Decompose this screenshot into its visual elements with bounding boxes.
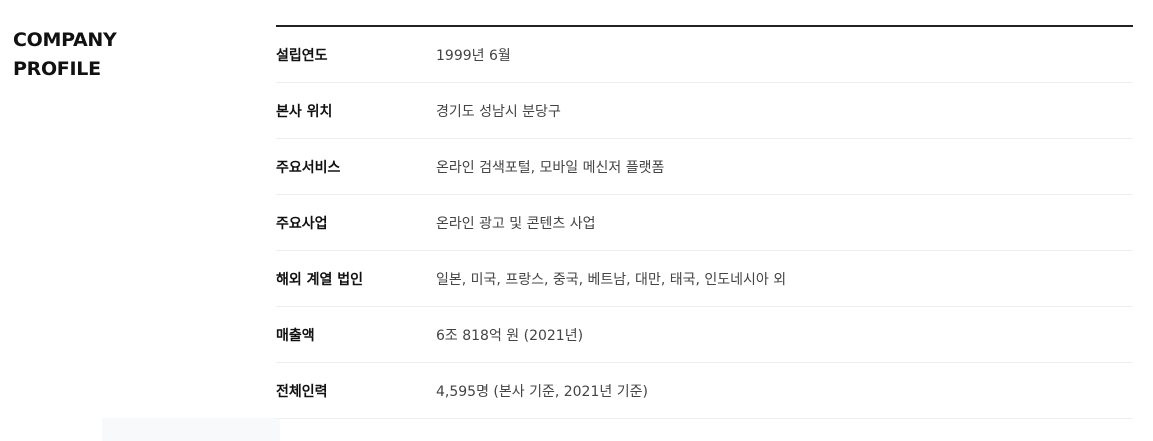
row-label: 주요사업 xyxy=(276,215,328,232)
row-value: 경기도 성남시 분당구 xyxy=(436,103,561,120)
row-value: 온라인 검색포털, 모바일 메신저 플랫폼 xyxy=(436,159,665,176)
profile-row-founded: 설립연도 1999년 6월 xyxy=(276,27,1133,83)
row-value: 4,595명 (본사 기준, 2021년 기준) xyxy=(436,383,648,400)
profile-row-revenue: 매출액 6조 818억 원 (2021년) xyxy=(276,307,1133,363)
section-title-line-1: COMPANY xyxy=(13,29,117,51)
section-title-line-2: PROFILE xyxy=(13,58,101,80)
row-label: 해외 계열 법인 xyxy=(276,271,364,288)
row-value: 온라인 광고 및 콘텐츠 사업 xyxy=(436,215,596,232)
profile-row-services: 주요서비스 온라인 검색포털, 모바일 메신저 플랫폼 xyxy=(276,139,1133,195)
profile-row-business: 주요사업 온라인 광고 및 콘텐츠 사업 xyxy=(276,195,1133,251)
company-profile-table: 설립연도 1999년 6월 본사 위치 경기도 성남시 분당구 주요서비스 온라… xyxy=(276,25,1133,419)
row-label: 설립연도 xyxy=(276,47,328,64)
row-value: 1999년 6월 xyxy=(436,47,511,64)
row-label: 전체인력 xyxy=(276,383,328,400)
section-title: COMPANY PROFILE xyxy=(13,26,117,84)
row-value: 6조 818억 원 (2021년) xyxy=(436,327,584,344)
row-value: 일본, 미국, 프랑스, 중국, 베트남, 대만, 태국, 인도네시아 외 xyxy=(436,271,787,288)
row-label: 매출액 xyxy=(276,327,315,344)
row-label: 본사 위치 xyxy=(276,103,333,120)
faded-overlay-bar xyxy=(102,418,280,441)
profile-row-employees: 전체인력 4,595명 (본사 기준, 2021년 기준) xyxy=(276,363,1133,419)
row-label: 주요서비스 xyxy=(276,159,341,176)
profile-row-headquarters: 본사 위치 경기도 성남시 분당구 xyxy=(276,83,1133,139)
profile-row-overseas-affiliates: 해외 계열 법인 일본, 미국, 프랑스, 중국, 베트남, 대만, 태국, 인… xyxy=(276,251,1133,307)
